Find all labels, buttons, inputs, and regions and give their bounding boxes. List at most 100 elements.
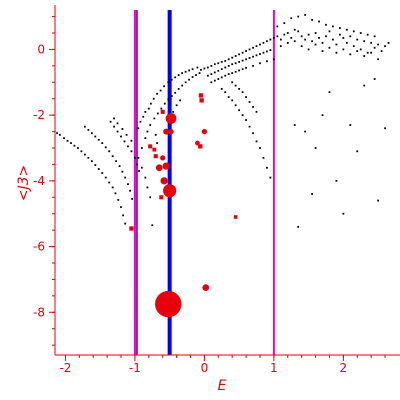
- red-point: [198, 144, 203, 149]
- red-point: [148, 144, 153, 149]
- black-points: [56, 14, 390, 228]
- black-point: [363, 84, 366, 87]
- black-point: [231, 72, 234, 74]
- black-point: [276, 35, 279, 38]
- red-point: [199, 98, 204, 103]
- black-point: [56, 132, 58, 135]
- black-point: [77, 147, 79, 149]
- black-point: [269, 176, 272, 179]
- black-point: [177, 74, 180, 76]
- axes: [49, 5, 400, 361]
- black-point: [177, 87, 180, 90]
- black-point: [259, 62, 261, 65]
- black-point: [238, 69, 241, 72]
- y-tick-label: -4: [33, 174, 45, 188]
- black-point: [241, 59, 244, 62]
- black-point: [328, 91, 331, 94]
- black-point: [286, 32, 289, 34]
- black-point: [120, 206, 122, 209]
- black-point: [373, 46, 376, 49]
- black-point: [304, 14, 307, 16]
- black-point: [210, 64, 213, 67]
- black-point: [224, 66, 227, 69]
- black-point: [127, 145, 129, 148]
- black-point: [101, 172, 104, 174]
- black-point: [152, 97, 155, 100]
- black-point: [124, 176, 127, 179]
- black-point: [175, 104, 178, 107]
- black-point: [262, 156, 265, 159]
- black-point: [342, 212, 345, 215]
- red-point: [198, 93, 204, 98]
- red-point: [160, 177, 168, 185]
- black-point: [195, 74, 197, 76]
- black-point: [80, 150, 83, 153]
- black-point: [188, 78, 191, 81]
- black-point: [113, 125, 115, 128]
- black-point: [213, 71, 216, 74]
- black-point: [156, 142, 159, 144]
- black-point: [234, 62, 237, 65]
- black-point: [321, 41, 324, 44]
- black-point: [198, 72, 201, 74]
- black-point: [234, 104, 237, 107]
- black-point: [311, 193, 313, 195]
- black-point: [111, 186, 114, 189]
- black-point: [349, 35, 352, 38]
- black-point: [94, 164, 97, 166]
- red-point: [202, 284, 210, 292]
- black-point: [384, 45, 386, 48]
- black-point: [153, 117, 156, 120]
- black-point: [213, 79, 216, 82]
- black-point: [297, 15, 300, 18]
- black-point: [130, 139, 133, 142]
- black-point: [149, 102, 152, 105]
- black-point: [206, 74, 209, 77]
- black-point: [83, 125, 86, 128]
- black-point: [114, 192, 117, 195]
- red-point: [153, 154, 158, 159]
- black-point: [203, 67, 206, 70]
- red-point: [163, 128, 170, 135]
- black-point: [224, 60, 227, 62]
- black-point: [206, 66, 209, 69]
- y-tick-label: -6: [33, 240, 45, 254]
- black-point: [300, 35, 303, 38]
- black-point: [321, 114, 324, 117]
- black-point: [238, 87, 241, 90]
- black-point: [231, 99, 234, 102]
- black-point: [269, 49, 272, 51]
- black-point: [377, 58, 380, 61]
- black-point: [144, 110, 147, 113]
- black-point: [94, 135, 97, 138]
- black-point: [146, 186, 149, 189]
- black-point: [266, 50, 268, 53]
- black-point: [58, 133, 61, 136]
- black-point: [121, 128, 124, 130]
- black-point: [352, 30, 355, 33]
- y-tick-label: -8: [33, 305, 45, 319]
- black-point: [90, 160, 93, 163]
- black-point: [83, 153, 86, 156]
- black-point: [87, 156, 90, 159]
- black-point: [356, 150, 359, 153]
- black-point: [146, 130, 149, 133]
- black-point: [63, 137, 65, 140]
- black-point: [144, 176, 147, 179]
- black-point: [227, 64, 230, 67]
- black-point: [129, 189, 131, 192]
- black-point: [245, 66, 247, 69]
- black-point: [234, 70, 237, 73]
- x-tick-label: -2: [59, 361, 71, 375]
- black-point: [373, 35, 376, 38]
- black-point: [238, 53, 241, 56]
- black-point: [179, 99, 181, 102]
- red-point: [129, 226, 134, 231]
- black-point: [370, 51, 373, 54]
- black-point: [104, 146, 107, 149]
- black-point: [338, 33, 341, 36]
- black-point: [136, 163, 138, 166]
- black-point: [172, 110, 175, 113]
- black-point: [245, 58, 247, 61]
